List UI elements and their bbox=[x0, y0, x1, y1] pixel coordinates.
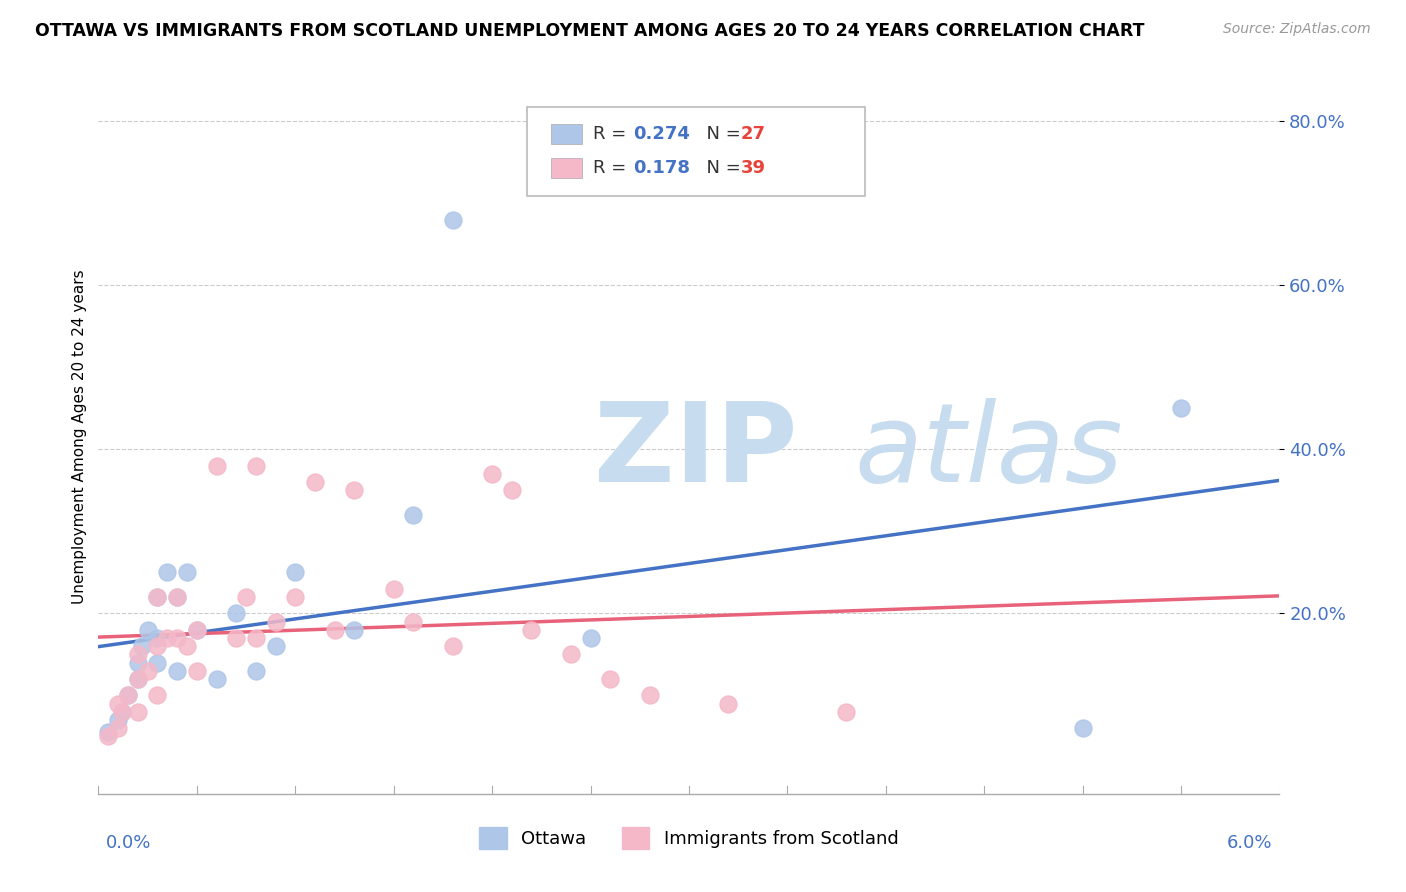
Point bbox=[107, 697, 129, 711]
Text: 0.274: 0.274 bbox=[633, 125, 689, 143]
Point bbox=[717, 697, 740, 711]
Text: OTTAWA VS IMMIGRANTS FROM SCOTLAND UNEMPLOYMENT AMONG AGES 20 TO 24 YEARS CORREL: OTTAWA VS IMMIGRANTS FROM SCOTLAND UNEMP… bbox=[35, 22, 1144, 40]
Point bbox=[382, 582, 405, 596]
Point bbox=[127, 672, 149, 686]
Point bbox=[166, 664, 188, 678]
Point bbox=[402, 615, 425, 629]
Point bbox=[127, 648, 149, 662]
Point bbox=[107, 713, 129, 727]
Point bbox=[111, 705, 134, 719]
Point bbox=[225, 607, 247, 621]
Point bbox=[136, 664, 159, 678]
Point bbox=[146, 639, 169, 653]
Point bbox=[245, 664, 267, 678]
Point bbox=[579, 631, 602, 645]
Point bbox=[176, 566, 198, 580]
Point bbox=[638, 689, 661, 703]
Point bbox=[205, 458, 228, 473]
Point bbox=[127, 672, 149, 686]
Point bbox=[107, 721, 129, 735]
Point bbox=[146, 590, 169, 604]
Point bbox=[186, 623, 208, 637]
Point bbox=[111, 705, 134, 719]
Point bbox=[560, 648, 582, 662]
Point bbox=[186, 664, 208, 678]
Point bbox=[156, 631, 179, 645]
Point bbox=[146, 631, 169, 645]
Point bbox=[176, 639, 198, 653]
Point bbox=[235, 590, 257, 604]
Text: Source: ZipAtlas.com: Source: ZipAtlas.com bbox=[1223, 22, 1371, 37]
Point bbox=[284, 566, 307, 580]
Text: N =: N = bbox=[695, 159, 747, 177]
Point bbox=[284, 590, 307, 604]
Text: R =: R = bbox=[593, 159, 633, 177]
Point bbox=[304, 475, 326, 490]
Point bbox=[127, 656, 149, 670]
Point bbox=[441, 639, 464, 653]
Point bbox=[1071, 721, 1094, 735]
Point bbox=[156, 566, 179, 580]
Point bbox=[117, 689, 139, 703]
Point bbox=[599, 672, 621, 686]
Point bbox=[501, 483, 523, 498]
Text: R =: R = bbox=[593, 125, 633, 143]
Point bbox=[186, 623, 208, 637]
Point bbox=[245, 458, 267, 473]
Y-axis label: Unemployment Among Ages 20 to 24 years: Unemployment Among Ages 20 to 24 years bbox=[72, 269, 87, 605]
Point bbox=[441, 212, 464, 227]
Point bbox=[127, 705, 149, 719]
Point bbox=[1170, 401, 1192, 416]
Point bbox=[166, 590, 188, 604]
Point bbox=[166, 631, 188, 645]
Point bbox=[146, 656, 169, 670]
Point bbox=[323, 623, 346, 637]
Text: 0.0%: 0.0% bbox=[105, 834, 150, 852]
Point bbox=[225, 631, 247, 645]
Point bbox=[343, 623, 366, 637]
Point bbox=[97, 725, 120, 739]
Legend: Ottawa, Immigrants from Scotland: Ottawa, Immigrants from Scotland bbox=[472, 820, 905, 856]
Point bbox=[835, 705, 858, 719]
Text: 6.0%: 6.0% bbox=[1227, 834, 1272, 852]
Point bbox=[402, 508, 425, 522]
Point bbox=[264, 615, 287, 629]
Point bbox=[131, 639, 153, 653]
Point bbox=[205, 672, 228, 686]
Text: atlas: atlas bbox=[855, 398, 1123, 505]
Point bbox=[481, 467, 503, 481]
Text: 0.178: 0.178 bbox=[633, 159, 690, 177]
Point bbox=[146, 590, 169, 604]
Text: ZIP: ZIP bbox=[595, 398, 797, 505]
Text: 27: 27 bbox=[741, 125, 766, 143]
Point bbox=[343, 483, 366, 498]
Text: 39: 39 bbox=[741, 159, 766, 177]
Point bbox=[136, 623, 159, 637]
Point bbox=[166, 590, 188, 604]
Point bbox=[245, 631, 267, 645]
Text: N =: N = bbox=[695, 125, 747, 143]
Point bbox=[117, 689, 139, 703]
Point bbox=[520, 623, 543, 637]
Point bbox=[264, 639, 287, 653]
Point bbox=[146, 689, 169, 703]
Point bbox=[97, 730, 120, 744]
